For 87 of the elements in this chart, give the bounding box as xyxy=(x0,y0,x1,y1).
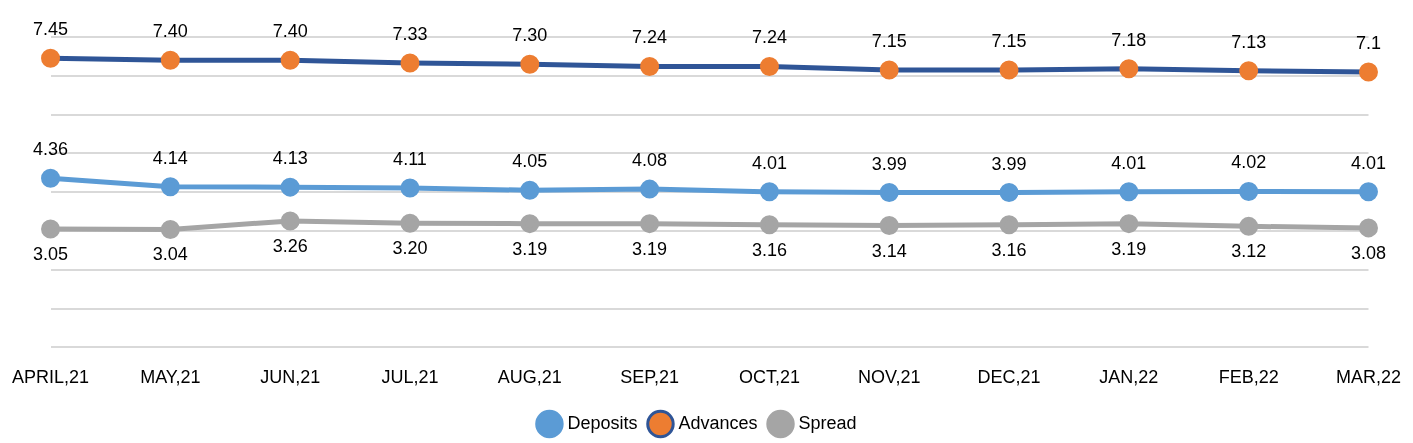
x-tick-label: OCT,21 xyxy=(738,367,800,388)
data-label: 7.24 xyxy=(632,27,668,48)
data-label: 7.13 xyxy=(1231,31,1267,52)
point xyxy=(879,183,899,203)
data-label: 4.02 xyxy=(1231,152,1267,173)
data-label: 3.16 xyxy=(751,239,787,260)
data-label: 4.13 xyxy=(272,148,308,169)
point xyxy=(1119,214,1139,234)
x-tick-label: AUG,21 xyxy=(497,367,562,388)
data-label: 3.19 xyxy=(632,238,668,259)
data-label: 7.15 xyxy=(991,30,1027,51)
point xyxy=(999,215,1019,235)
point xyxy=(1239,181,1259,201)
data-label: 3.05 xyxy=(33,244,69,265)
legend-label: Deposits xyxy=(567,412,638,433)
data-label: 3.20 xyxy=(392,238,428,259)
data-label: 7.30 xyxy=(512,25,548,46)
point xyxy=(41,219,61,239)
data-label: 3.14 xyxy=(871,240,907,261)
point xyxy=(640,214,660,234)
point xyxy=(1239,61,1259,81)
x-tick-label: MAR,22 xyxy=(1335,367,1401,388)
data-label: 3.08 xyxy=(1350,242,1387,263)
x-tick-label: APRIL,21 xyxy=(12,367,90,388)
point xyxy=(879,60,899,80)
data-label: 4.01 xyxy=(751,152,787,173)
point xyxy=(1358,218,1378,238)
point xyxy=(280,177,300,197)
x-tick-label: MAY,21 xyxy=(140,367,201,388)
legend-label: Spread xyxy=(798,412,857,433)
point xyxy=(640,56,660,76)
legend-label: Advances xyxy=(678,412,758,433)
x-tick-label: FEB,22 xyxy=(1218,367,1279,388)
point xyxy=(160,50,180,70)
point xyxy=(41,168,61,188)
point xyxy=(1119,59,1139,79)
data-label: 3.04 xyxy=(152,244,188,265)
point xyxy=(759,215,779,235)
data-label: 7.15 xyxy=(871,30,907,51)
data-label: 3.99 xyxy=(991,153,1027,174)
data-label: 3.16 xyxy=(991,239,1027,260)
point xyxy=(41,48,61,68)
point xyxy=(160,177,180,197)
x-tick-label: DEC,21 xyxy=(977,367,1041,388)
data-label: 4.14 xyxy=(152,147,188,168)
data-label: 4.36 xyxy=(33,139,69,160)
x-tick-label: SEP,21 xyxy=(620,367,679,388)
point xyxy=(999,183,1019,203)
point xyxy=(1239,216,1259,236)
data-label: 3.19 xyxy=(1111,238,1147,259)
data-label: 7.40 xyxy=(152,21,188,42)
point xyxy=(999,60,1019,80)
point xyxy=(400,213,420,233)
data-label: 3.26 xyxy=(272,235,308,256)
x-tick-label: JUN,21 xyxy=(260,367,321,388)
x-tick-label: NOV,21 xyxy=(858,367,921,388)
x-tick-label: JAN,22 xyxy=(1099,367,1159,388)
data-label: 7.24 xyxy=(751,27,787,48)
point xyxy=(520,180,540,200)
data-label: 3.12 xyxy=(1231,241,1267,262)
point xyxy=(520,214,540,234)
data-label: 4.11 xyxy=(393,148,427,169)
point xyxy=(280,211,300,231)
point xyxy=(759,182,779,202)
data-label: 7.1 xyxy=(1355,32,1381,53)
point xyxy=(879,216,899,236)
point xyxy=(400,178,420,198)
data-label: 3.19 xyxy=(512,238,548,259)
point xyxy=(400,53,420,73)
point xyxy=(160,219,180,239)
x-tick-label: JUL,21 xyxy=(381,367,439,388)
data-label: 7.45 xyxy=(33,19,69,40)
point xyxy=(520,54,540,74)
data-label: 4.01 xyxy=(1350,152,1387,173)
data-label: 4.08 xyxy=(632,150,668,171)
point xyxy=(759,56,779,76)
point xyxy=(1119,182,1139,202)
point xyxy=(1358,62,1378,82)
data-label: 7.40 xyxy=(272,21,308,42)
data-label: 7.18 xyxy=(1111,29,1147,50)
point xyxy=(640,179,660,199)
data-label: 3.99 xyxy=(871,153,907,174)
data-label: 7.33 xyxy=(392,23,428,44)
data-label: 4.01 xyxy=(1111,152,1147,173)
point xyxy=(280,50,300,70)
data-label: 4.05 xyxy=(512,151,548,172)
point xyxy=(1358,182,1378,202)
